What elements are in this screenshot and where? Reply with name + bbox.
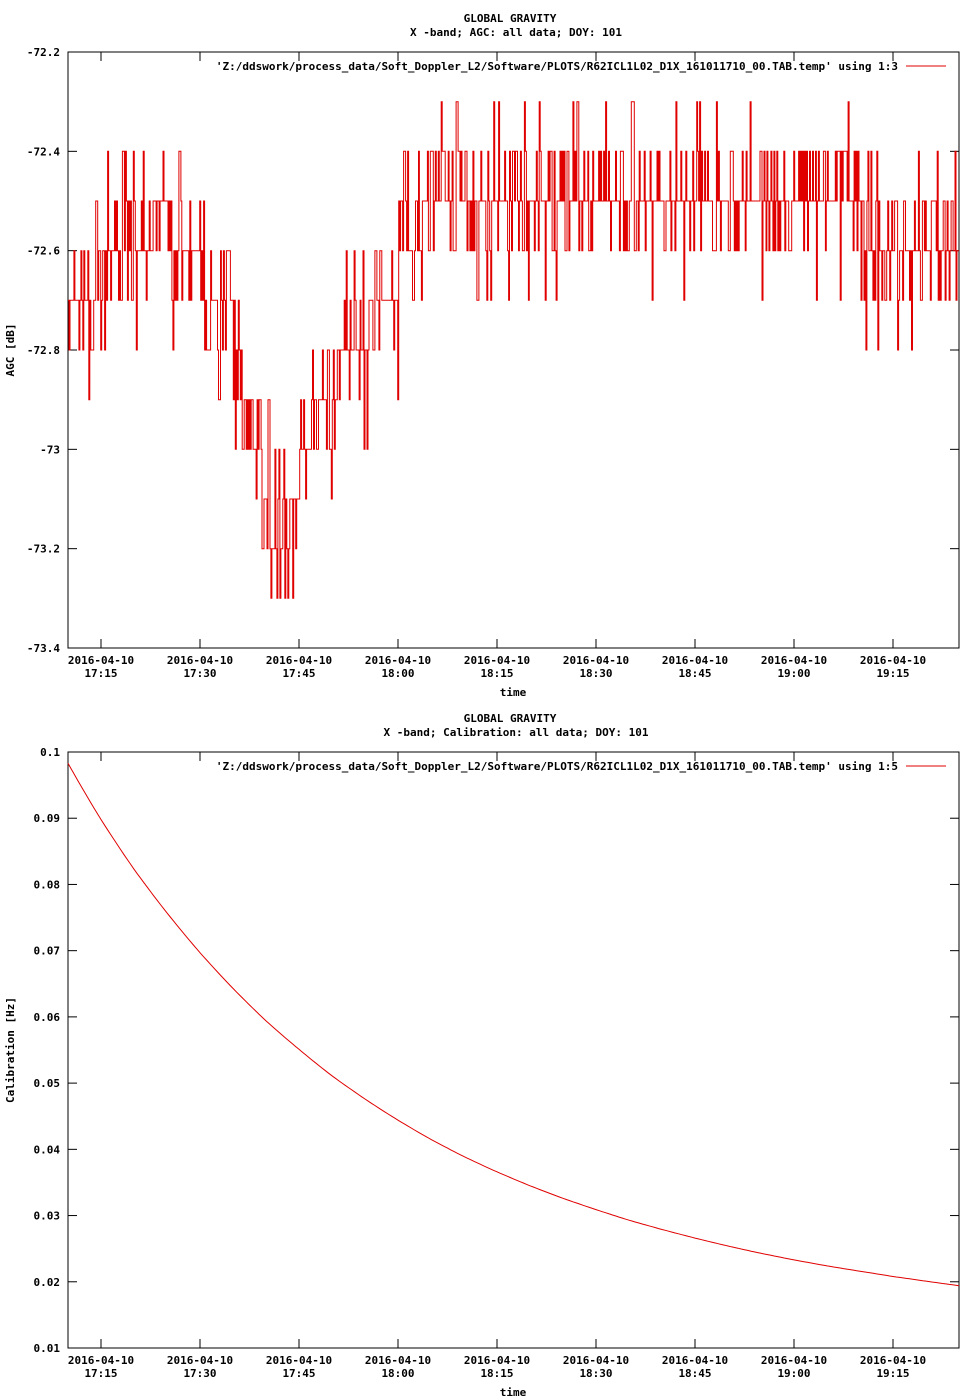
x-tick-date-label: 2016-04-10	[860, 654, 926, 667]
y-tick-label: 0.07	[34, 945, 61, 958]
x-tick-date-label: 2016-04-10	[662, 1354, 728, 1367]
calibration-plot-frame	[67, 751, 960, 1349]
y-tick-label: -72.4	[27, 145, 60, 158]
x-tick-time-label: 19:00	[777, 667, 810, 680]
calibration-y-axis-label: Calibration [Hz]	[4, 997, 17, 1103]
x-tick-date-label: 2016-04-10	[167, 654, 233, 667]
x-tick-time-label: 18:00	[381, 667, 414, 680]
x-tick-time-label: 18:30	[579, 1367, 612, 1380]
x-tick-date-label: 2016-04-10	[68, 654, 134, 667]
calibration-series-line	[67, 763, 960, 1287]
x-tick-date-label: 2016-04-10	[68, 1354, 134, 1367]
agc-legend-label: 'Z:/ddswork/process_data/Soft_Doppler_L2…	[216, 60, 898, 73]
y-tick-label: -73.4	[27, 642, 60, 655]
agc-chart-title: GLOBAL GRAVITY	[464, 12, 557, 25]
x-tick-date-label: 2016-04-10	[365, 654, 431, 667]
x-tick-time-label: 18:45	[678, 667, 711, 680]
calibration-chart-subtitle: X -band; Calibration: all data; DOY: 101	[384, 726, 649, 739]
calibration-legend-label: 'Z:/ddswork/process_data/Soft_Doppler_L2…	[216, 760, 898, 773]
x-tick-date-label: 2016-04-10	[563, 1354, 629, 1367]
x-tick-date-label: 2016-04-10	[266, 1354, 332, 1367]
y-tick-label: 0.1	[40, 746, 60, 759]
x-tick-date-label: 2016-04-10	[464, 654, 530, 667]
agc-y-axis-label: AGC [dB]	[4, 324, 17, 377]
y-tick-label: 0.01	[34, 1342, 61, 1355]
y-tick-label: -72.2	[27, 46, 60, 59]
x-tick-date-label: 2016-04-10	[167, 1354, 233, 1367]
x-tick-date-label: 2016-04-10	[761, 1354, 827, 1367]
y-tick-label: 0.09	[34, 812, 61, 825]
agc-series-line	[68, 101, 959, 599]
calibration-series-points	[68, 763, 959, 1286]
x-tick-date-label: 2016-04-10	[563, 654, 629, 667]
agc-chart-subtitle: X -band; AGC: all data; DOY: 101	[410, 26, 622, 39]
calibration-chart-title: GLOBAL GRAVITY	[464, 712, 557, 725]
x-tick-time-label: 17:15	[84, 1367, 117, 1380]
x-tick-date-label: 2016-04-10	[266, 654, 332, 667]
y-tick-label: 0.08	[34, 878, 61, 891]
y-tick-label: 0.06	[34, 1011, 61, 1024]
x-tick-date-label: 2016-04-10	[662, 654, 728, 667]
calibration-y-axis: 0.1 0.09 0.08 0.07 0.06 0.05 0.04 0.03 0.02 0.01	[34, 746, 959, 1355]
x-tick-time-label: 18:30	[579, 667, 612, 680]
x-tick-time-label: 18:00	[381, 1367, 414, 1380]
x-tick-time-label: 17:15	[84, 667, 117, 680]
x-tick-date-label: 2016-04-10	[761, 654, 827, 667]
x-tick-time-label: 19:15	[876, 1367, 909, 1380]
y-tick-label: -73	[40, 443, 60, 456]
x-tick-time-label: 17:45	[282, 1367, 315, 1380]
agc-y-axis: -72.2 -72.4 -72.6 -72.8 -73 -73.2 -73.4	[27, 46, 959, 655]
x-tick-date-label: 2016-04-10	[464, 1354, 530, 1367]
calibration-x-axis-label: time	[500, 1386, 527, 1399]
agc-x-axis-label: time	[500, 686, 527, 699]
x-tick-time-label: 19:15	[876, 667, 909, 680]
y-tick-label: 0.05	[34, 1077, 61, 1090]
x-tick-date-label: 2016-04-10	[860, 1354, 926, 1367]
y-tick-label: 0.04	[34, 1143, 61, 1156]
x-tick-time-label: 18:15	[480, 667, 513, 680]
x-tick-time-label: 17:45	[282, 667, 315, 680]
calibration-chart: GLOBAL GRAVITY X -band; Calibration: all…	[4, 712, 960, 1399]
calibration-x-axis: 2016-04-1017:152016-04-1017:302016-04-10…	[68, 752, 926, 1380]
x-tick-time-label: 19:00	[777, 1367, 810, 1380]
agc-x-axis: 2016-04-1017:152016-04-1017:302016-04-10…	[68, 52, 926, 680]
agc-plot-frame	[67, 51, 960, 649]
x-tick-time-label: 17:30	[183, 667, 216, 680]
y-tick-label: -72.6	[27, 245, 60, 258]
y-tick-label: -72.8	[27, 344, 60, 357]
x-tick-time-label: 17:30	[183, 1367, 216, 1380]
y-tick-label: 0.03	[34, 1210, 61, 1223]
y-tick-label: 0.02	[34, 1276, 61, 1289]
agc-chart: GLOBAL GRAVITY X -band; AGC: all data; D…	[4, 12, 960, 699]
x-tick-date-label: 2016-04-10	[365, 1354, 431, 1367]
x-tick-time-label: 18:45	[678, 1367, 711, 1380]
x-tick-time-label: 18:15	[480, 1367, 513, 1380]
y-tick-label: -73.2	[27, 543, 60, 556]
